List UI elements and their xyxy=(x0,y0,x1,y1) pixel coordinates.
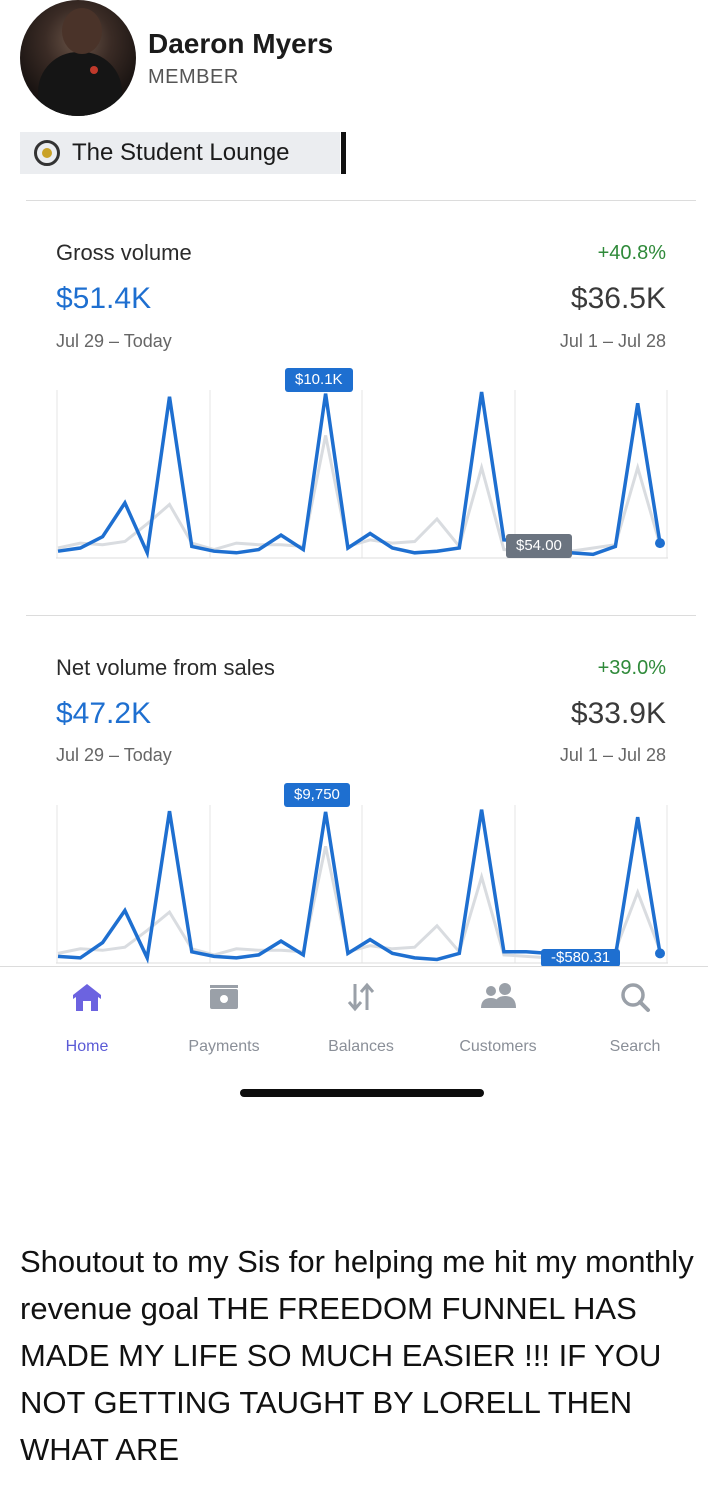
avatar-head xyxy=(62,8,102,54)
text-cursor xyxy=(341,132,346,174)
tab-payments[interactable]: Payments xyxy=(154,980,294,1056)
current-point xyxy=(655,538,665,549)
group-label: The Student Lounge xyxy=(72,139,290,166)
customers-icon xyxy=(481,983,516,1008)
tab-home-label: Home xyxy=(65,1038,109,1055)
net-volume-title: Net volume from sales xyxy=(56,655,275,680)
net-volume-chart[interactable] xyxy=(56,795,668,975)
gross-peak-tooltip: $10.1K xyxy=(285,368,353,392)
tab-bar: Home Payments Balances xyxy=(0,966,708,1066)
gross-end-tooltip: $54.00 xyxy=(506,534,572,558)
net-volume-previous-range: Jul 1 – Jul 28 xyxy=(559,745,666,765)
avatar-pin xyxy=(90,66,98,74)
tab-search-label: Search xyxy=(609,1038,661,1055)
gross-volume-chart[interactable] xyxy=(56,380,668,570)
net-volume-current-range: Jul 29 – Today xyxy=(56,745,172,765)
group-tag[interactable]: The Student Lounge xyxy=(20,132,340,174)
net-peak-tooltip: $9,750 xyxy=(284,783,350,807)
current-point xyxy=(655,948,665,959)
divider xyxy=(26,200,696,201)
tab-customers[interactable]: Customers xyxy=(428,980,568,1056)
tab-home[interactable]: Home xyxy=(17,980,157,1056)
payments-icon xyxy=(210,985,238,1009)
gross-volume-current: $51.4K xyxy=(56,282,152,315)
tab-bar-top-border xyxy=(0,966,708,967)
tab-balances-label: Balances xyxy=(328,1038,394,1055)
tab-search[interactable]: Search xyxy=(565,980,705,1056)
search-icon xyxy=(621,983,650,1012)
tab-payments-label: Payments xyxy=(188,1038,260,1055)
post-caption: Shoutout to my Sis for helping me hit my… xyxy=(20,1244,694,1467)
gross-current-series-line xyxy=(57,391,662,560)
net-current-series-line xyxy=(57,809,662,964)
avatar[interactable] xyxy=(20,0,136,116)
gross-volume-previous: $36.5K xyxy=(570,282,666,315)
gross-volume-current-range: Jul 29 – Today xyxy=(56,331,172,351)
net-volume-current: $47.2K xyxy=(56,697,152,730)
group-logo-icon xyxy=(34,140,60,166)
gross-volume-change: +40.8% xyxy=(597,242,666,264)
tab-customers-label: Customers xyxy=(459,1038,537,1055)
avatar-body xyxy=(38,52,122,116)
home-icon xyxy=(73,984,101,1011)
tab-balances[interactable]: Balances xyxy=(291,980,431,1056)
gross-volume-title: Gross volume xyxy=(56,240,192,265)
net-volume-change: +39.0% xyxy=(597,657,666,679)
gross-volume-previous-range: Jul 1 – Jul 28 xyxy=(559,331,666,351)
net-volume-previous: $33.9K xyxy=(570,697,666,730)
divider xyxy=(26,615,696,616)
balances-icon xyxy=(347,982,375,1012)
profile-name[interactable]: Daeron Myers xyxy=(148,28,334,59)
home-indicator[interactable] xyxy=(240,1089,484,1097)
net-end-tooltip: -$580.31 xyxy=(541,949,621,967)
profile-role: MEMBER xyxy=(148,66,239,88)
profile-header: Daeron Myers MEMBER xyxy=(20,0,700,120)
